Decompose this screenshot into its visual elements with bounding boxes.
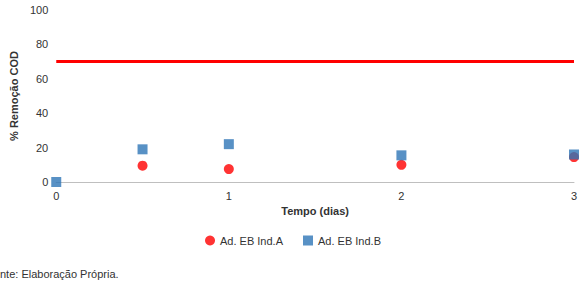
svg-text:3: 3 bbox=[571, 190, 577, 202]
svg-text:2: 2 bbox=[398, 190, 404, 202]
svg-text:100: 100 bbox=[30, 4, 48, 16]
svg-text:1: 1 bbox=[226, 190, 232, 202]
svg-text:80: 80 bbox=[36, 38, 48, 50]
svg-text:20: 20 bbox=[36, 142, 48, 154]
svg-text:60: 60 bbox=[36, 73, 48, 85]
svg-text:Tempo (dias): Tempo (dias) bbox=[281, 205, 349, 217]
svg-text:Ad. EB Ind.B: Ad. EB Ind.B bbox=[318, 235, 381, 247]
svg-text:% Remoção COD: % Remoção COD bbox=[8, 51, 20, 141]
svg-text:40: 40 bbox=[36, 107, 48, 119]
svg-text:nte: Elaboração Própria.: nte: Elaboração Própria. bbox=[0, 268, 119, 280]
svg-text:0: 0 bbox=[53, 190, 59, 202]
svg-text:Ad. EB Ind.A: Ad. EB Ind.A bbox=[220, 235, 284, 247]
svg-text:0: 0 bbox=[42, 176, 48, 188]
